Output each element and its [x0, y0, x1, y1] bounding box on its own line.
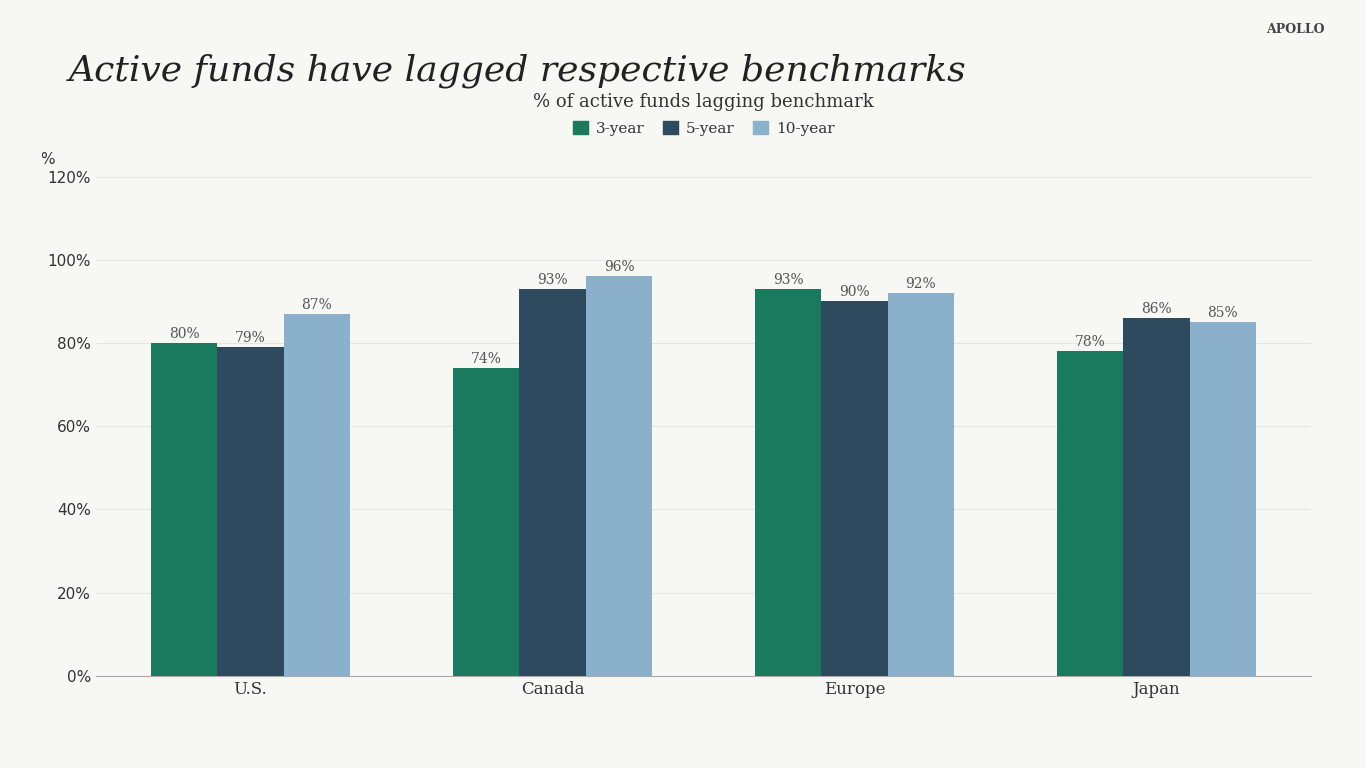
- Title: % of active funds lagging benchmark: % of active funds lagging benchmark: [533, 93, 874, 111]
- Text: 86%: 86%: [1141, 302, 1172, 316]
- Text: 90%: 90%: [839, 286, 870, 300]
- Bar: [519, 289, 586, 676]
- Text: 79%: 79%: [235, 331, 266, 345]
- Bar: [1190, 323, 1257, 676]
- Bar: [284, 314, 350, 676]
- Text: 85%: 85%: [1208, 306, 1238, 320]
- Text: 93%: 93%: [773, 273, 803, 287]
- Legend: 3-year, 5-year, 10-year: 3-year, 5-year, 10-year: [567, 114, 840, 141]
- Text: 87%: 87%: [302, 298, 332, 312]
- Y-axis label: %: %: [40, 151, 55, 167]
- Text: 74%: 74%: [471, 352, 501, 366]
- Text: 96%: 96%: [604, 260, 634, 274]
- Bar: [150, 343, 217, 676]
- Text: 80%: 80%: [169, 327, 199, 341]
- Text: 92%: 92%: [906, 277, 936, 291]
- Bar: [586, 276, 652, 676]
- Text: Active funds have lagged respective benchmarks: Active funds have lagged respective benc…: [68, 54, 966, 88]
- Bar: [821, 301, 888, 676]
- Bar: [1123, 318, 1190, 676]
- Bar: [1057, 351, 1123, 676]
- Text: APOLLO: APOLLO: [1266, 23, 1325, 36]
- Bar: [217, 347, 284, 676]
- Bar: [888, 293, 953, 676]
- Bar: [755, 289, 821, 676]
- Text: 93%: 93%: [537, 273, 568, 287]
- Text: 78%: 78%: [1075, 336, 1105, 349]
- Bar: [454, 368, 519, 676]
